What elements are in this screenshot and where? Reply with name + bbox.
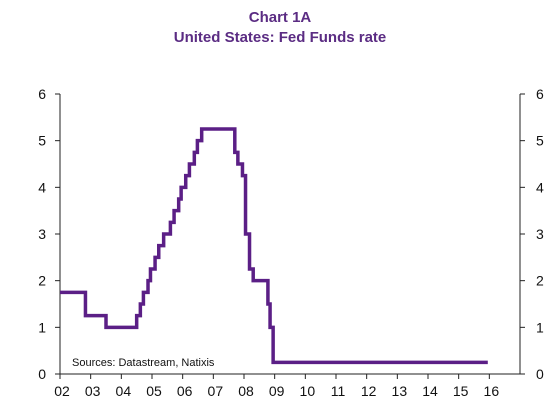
y-tick-label-left: 3: [38, 226, 46, 242]
y-tick-label-right: 6: [536, 86, 544, 102]
source-note: Sources: Datastream, Natixis: [72, 357, 215, 369]
x-tick-label: 03: [85, 383, 101, 399]
x-tick-label: 05: [146, 383, 162, 399]
chart-title-block: Chart 1A United States: Fed Funds rate: [0, 8, 560, 48]
x-tick-label: 04: [116, 383, 132, 399]
chart-title: Chart 1A: [248, 9, 312, 26]
x-tick-label: 07: [208, 383, 224, 399]
x-tick-label: 11: [331, 383, 346, 399]
x-tick-label: 06: [177, 383, 193, 399]
series-layer: [60, 127, 488, 365]
y-tick-label-right: 2: [536, 273, 544, 289]
x-tick-label: 12: [361, 383, 377, 399]
x-tick-label: 02: [54, 383, 70, 399]
x-tick-label: 15: [453, 383, 469, 399]
x-tick-label: 16: [484, 383, 500, 399]
chart-subtitle: United States: Fed Funds rate: [173, 29, 387, 46]
y-tick-label-right: 1: [536, 319, 544, 335]
chart-axes: 0 01 12 23 34 45 56 602 03 04 05 06 07 08 09 10 11 12 13 14…: [38, 86, 544, 399]
y-tick-label-right: 5: [536, 133, 544, 149]
y-tick-label-left: 5: [38, 133, 46, 149]
x-tick-label: 09: [269, 383, 285, 399]
x-tick-label: 08: [238, 383, 254, 399]
x-tick-label: 10: [300, 383, 316, 399]
y-tick-label-right: 3: [536, 226, 544, 242]
x-tick-label: 13: [392, 383, 408, 399]
y-tick-label-right: 4: [536, 179, 544, 195]
y-tick-label-left: 4: [38, 179, 46, 195]
fed-funds-rate-line: [60, 127, 488, 365]
y-tick-label-left: 1: [38, 319, 46, 335]
x-tick-label: 14: [422, 383, 438, 399]
y-tick-label-left: 2: [38, 273, 46, 289]
y-tick-label-left: 6: [38, 86, 46, 102]
y-tick-label-right: 0: [536, 366, 544, 382]
y-tick-label-left: 0: [38, 366, 46, 382]
